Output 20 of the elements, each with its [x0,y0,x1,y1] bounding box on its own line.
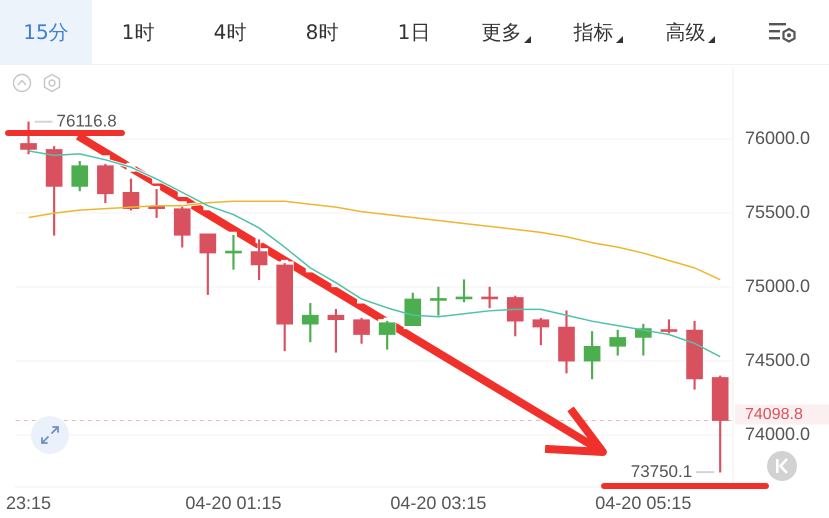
y-tick-label: 75000.0 [745,276,810,296]
text: 更多 [482,18,522,46]
text: 1时 [122,18,154,46]
text: 指标 [574,18,614,46]
ref-line-label: 74098.8 [745,406,803,423]
text: 4时 [214,18,246,46]
y-tick-label: 75500.0 [745,202,810,222]
y-tick-label: 74000.0 [745,424,810,444]
text: 8时 [306,18,338,46]
text: 高级 [666,18,706,46]
y-tick-label: 74500.0 [745,350,810,370]
annotation: 76116.8 [56,111,117,130]
text: 1日 [398,18,430,46]
text: 15分 [23,18,69,46]
x-tick-label: 23:15 [6,492,52,513]
y-tick-label: 76000.0 [745,128,810,148]
x-tick-label: 04-20 05:15 [595,492,692,513]
annotation: 73750.1 [630,462,692,481]
x-tick-label: 04-20 03:15 [390,492,486,513]
x-tick-label: 04-20 01:15 [185,492,282,513]
